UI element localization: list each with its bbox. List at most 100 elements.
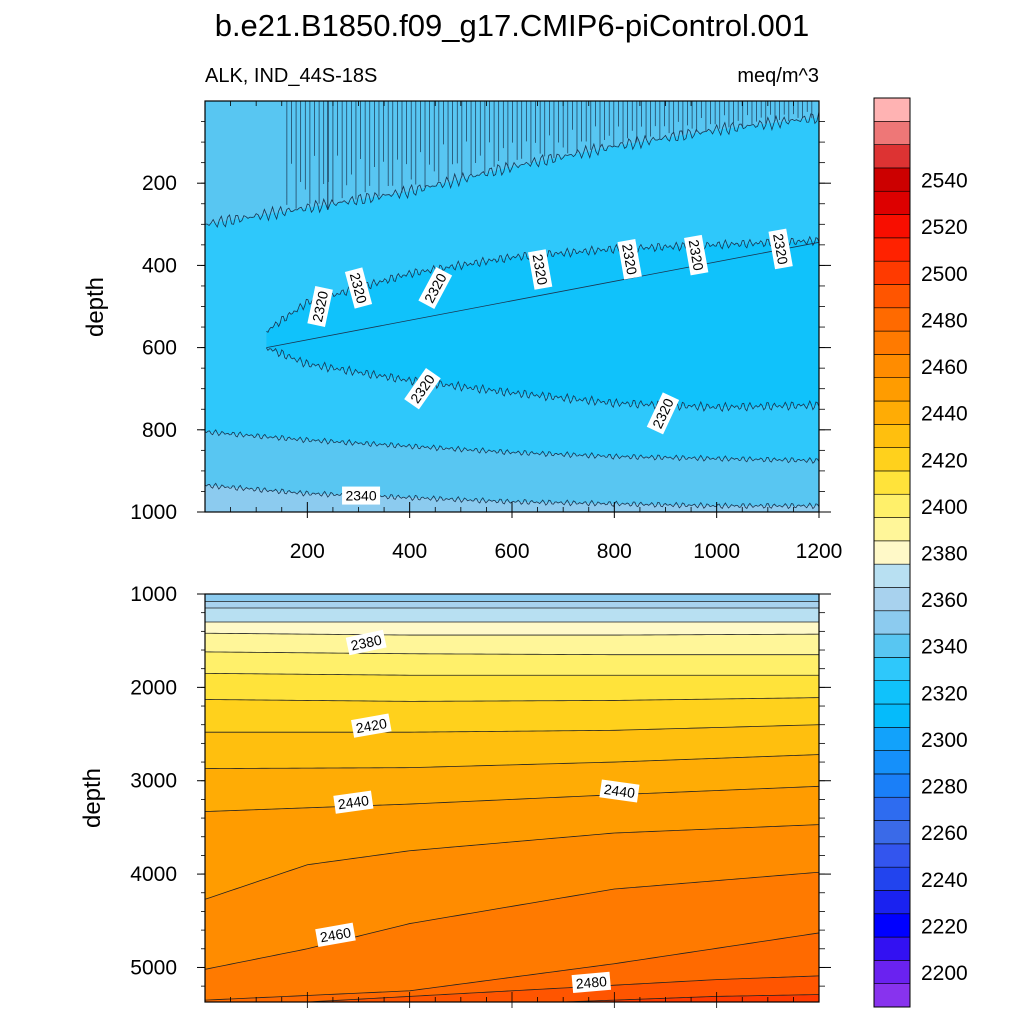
contour-label-text: 2320 bbox=[619, 243, 640, 277]
lower-contour-labels: 2380 2420 2440 2440 2460 2480 bbox=[315, 629, 640, 994]
contour-line-2320-1 bbox=[266, 347, 819, 413]
colorbar-box bbox=[873, 796, 911, 821]
contour-label: 2480 bbox=[571, 971, 612, 994]
y-tick-label: 1000 bbox=[130, 583, 177, 606]
contour-line-2430 bbox=[205, 754, 819, 769]
colorbar-box bbox=[873, 750, 911, 775]
colorbar-box bbox=[873, 610, 911, 635]
colorbar-tick-label: 2480 bbox=[921, 309, 968, 332]
colorbar-box bbox=[873, 540, 911, 565]
y-tick-label: 4000 bbox=[130, 863, 177, 886]
colorbar-box bbox=[873, 377, 911, 402]
contour-line-2480 bbox=[205, 975, 819, 1002]
contour-label: 2380 bbox=[345, 629, 387, 656]
x-tick-label: 1200 bbox=[796, 540, 843, 563]
region-above-2480 bbox=[205, 975, 819, 1002]
colorbar-box bbox=[873, 354, 911, 378]
contour-label-text: 2460 bbox=[319, 924, 353, 945]
contour-label: 2320 bbox=[617, 238, 642, 280]
colorbar-box bbox=[873, 493, 911, 518]
colorbar-box bbox=[873, 563, 911, 588]
colorbar-box bbox=[873, 307, 911, 332]
colorbar-box bbox=[873, 913, 911, 938]
colorbar-frame bbox=[873, 97, 911, 1008]
contour-line-2410 bbox=[205, 697, 819, 702]
contour-label-text: 2320 bbox=[347, 271, 371, 305]
contour-label: 2320 bbox=[404, 367, 441, 410]
colorbar-tick-label: 2300 bbox=[921, 729, 968, 752]
region-2330-2340-upper bbox=[205, 101, 819, 225]
colorbar-box bbox=[873, 843, 911, 868]
contour-line-2450 bbox=[205, 824, 819, 900]
panel-variable-label: ALK, IND_44S-18S bbox=[205, 65, 377, 87]
y-tick-label: 1000 bbox=[130, 501, 177, 524]
colorbar-tick-label: 2340 bbox=[921, 636, 968, 659]
x-tick-label: 200 bbox=[290, 540, 325, 563]
region-2310-2320-core bbox=[266, 240, 819, 408]
colorbar-box bbox=[873, 260, 911, 285]
contour-label-text: 2320 bbox=[686, 238, 707, 272]
contour-line-2400 bbox=[205, 672, 819, 676]
contour-label: 2320 bbox=[684, 234, 709, 276]
colorbar-box bbox=[873, 866, 911, 891]
upper-filled-contours bbox=[205, 101, 819, 512]
colorbar-box bbox=[873, 517, 911, 542]
contour-line-2330-upper-1 bbox=[327, 101, 819, 210]
upper-axis-ticks: 200 400 600 800 1000 1200 200 400 600 800 1000 bbox=[130, 101, 842, 563]
colorbar-tick-label: 2200 bbox=[921, 962, 968, 985]
colorbar-box bbox=[873, 167, 911, 192]
colorbar-box bbox=[873, 983, 911, 1008]
colorbar-tick-label: 2220 bbox=[921, 915, 968, 938]
x-tick-label: 400 bbox=[392, 540, 427, 563]
contour-line-2330-upper-0 bbox=[205, 101, 329, 229]
contour-line-spikes bbox=[286, 101, 813, 209]
contour-label-text: 2440 bbox=[603, 781, 636, 801]
x-tick-label: 600 bbox=[494, 540, 529, 563]
contour-line-2440 bbox=[205, 785, 819, 812]
y-tick-label: 600 bbox=[142, 337, 177, 360]
colorbar-tick-label: 2240 bbox=[921, 869, 968, 892]
x-tick-label: 800 bbox=[597, 540, 632, 563]
colorbar-box bbox=[873, 97, 911, 122]
contour-label: 2460 bbox=[315, 922, 356, 947]
panel-units-label: meq/m^3 bbox=[737, 65, 819, 87]
colorbar-tick-label: 2460 bbox=[921, 356, 968, 379]
colorbar-box bbox=[873, 773, 911, 798]
colorbar-box bbox=[873, 680, 911, 705]
colorbar-box bbox=[873, 820, 911, 845]
colorbar-box bbox=[873, 284, 911, 309]
colorbar-box bbox=[873, 633, 911, 658]
lower-panel: 2380 2420 2440 2440 2460 2480 1000 2000 3000 400… bbox=[79, 583, 831, 1008]
colorbar-box bbox=[873, 400, 911, 425]
colorbar: 2200 2220 2240 2260 2280 2300 2320 2340 2360 2380… bbox=[873, 97, 968, 1008]
contour-label: 2320 bbox=[307, 286, 333, 327]
contour-label-text: 2420 bbox=[355, 715, 389, 736]
contour-label-text: 2320 bbox=[770, 232, 791, 266]
colorbar-box bbox=[873, 936, 911, 961]
contour-line-2380 bbox=[205, 632, 819, 636]
y-tick-label: 3000 bbox=[130, 770, 177, 793]
colorbar-tick-label: 2440 bbox=[921, 403, 968, 426]
x-tick-label: 1000 bbox=[693, 540, 740, 563]
upper-ylabel: depth bbox=[82, 277, 109, 337]
contour-label-text: 2480 bbox=[575, 973, 608, 992]
contour-label: 2320 bbox=[768, 228, 793, 270]
contour-label-text: 2320 bbox=[309, 289, 331, 323]
contour-line-2340-2 bbox=[205, 429, 819, 464]
contour-label: 2340 bbox=[342, 486, 381, 505]
contour-line-2460 bbox=[205, 871, 819, 970]
colorbar-box bbox=[873, 727, 911, 751]
lower-axis-ticks: 1000 2000 3000 4000 5000 bbox=[130, 583, 831, 1008]
colorbar-tick-label: 2500 bbox=[921, 263, 968, 286]
contour-line-2390 bbox=[205, 651, 819, 656]
contour-label-text: 2340 bbox=[345, 488, 376, 504]
contour-label: 2320 bbox=[344, 267, 373, 309]
colorbar-box bbox=[873, 447, 911, 472]
colorbar-tick-label: 2360 bbox=[921, 589, 968, 612]
colorbar-box bbox=[873, 703, 911, 728]
colorbar-tick-label: 2260 bbox=[921, 822, 968, 845]
colorbar-tick-label: 2320 bbox=[921, 682, 968, 705]
